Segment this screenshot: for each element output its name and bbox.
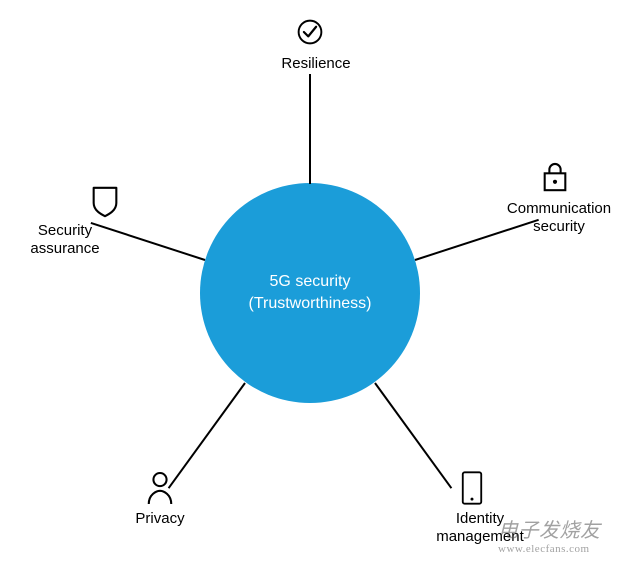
shield-icon (90, 185, 120, 219)
watermark-main: 电子发烧友 (498, 514, 601, 543)
spoke-privacy (168, 382, 246, 488)
spoke-identity-management (374, 382, 452, 488)
communication-security-icon-wrap (540, 160, 570, 201)
center-hub: 5G security (Trustworthiness) (200, 183, 420, 403)
device-icon (460, 470, 484, 506)
security-assurance-icon-wrap (90, 185, 120, 224)
privacy-icon-wrap (145, 470, 175, 511)
person-icon (145, 470, 175, 506)
center-label: 5G security (Trustworthiness) (249, 271, 372, 314)
communication-security-label: Communication security (494, 200, 624, 236)
check-circle-icon (296, 18, 324, 46)
security-assurance-label: Security assurance (20, 222, 110, 258)
resilience-label: Resilience (276, 55, 356, 73)
resilience-icon-wrap (296, 18, 324, 51)
privacy-label: Privacy (120, 510, 200, 528)
watermark: 电子发烧友www.elecfans.com (498, 514, 601, 555)
lock-icon (540, 160, 570, 196)
spoke-resilience (309, 74, 311, 184)
identity-management-icon-wrap (460, 470, 484, 511)
watermark-sub: www.elecfans.com (498, 543, 601, 555)
